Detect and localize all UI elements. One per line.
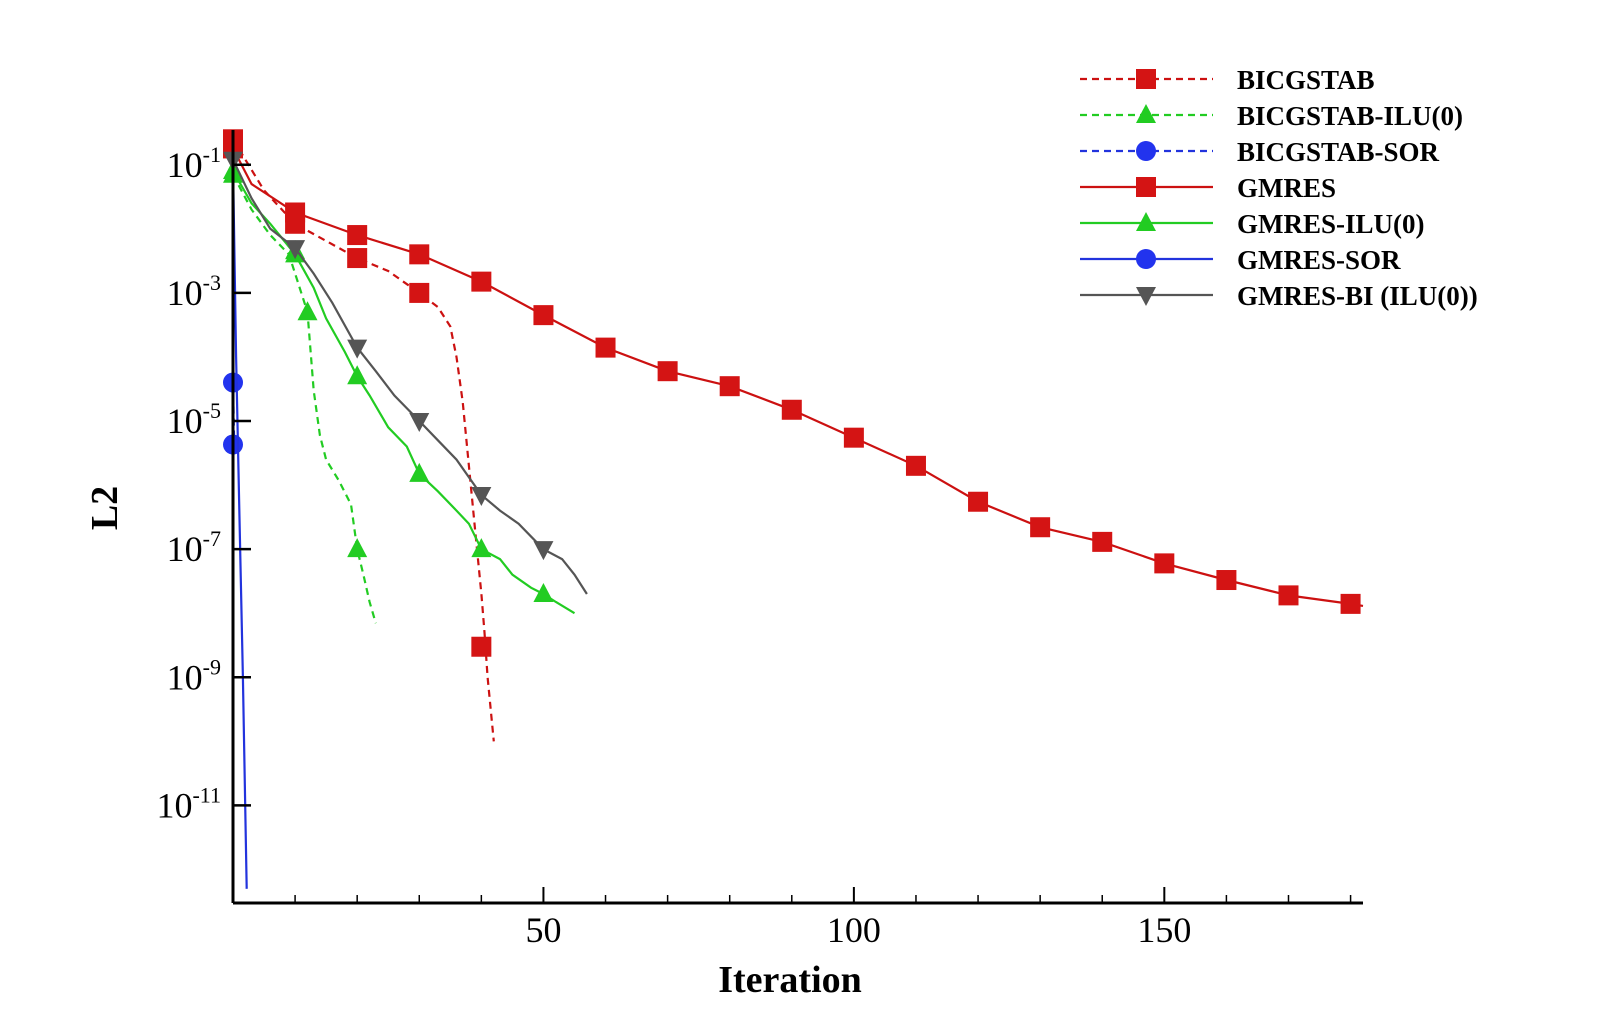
x-tick-label: 150 [1137, 910, 1191, 950]
y-tick-label: 10-1 [167, 142, 221, 185]
series-5 [231, 164, 248, 889]
y-tick-label: 10-7 [167, 526, 221, 569]
y-tick-label: 10-11 [156, 782, 221, 825]
legend-label: BICGSTAB-ILU(0) [1237, 101, 1463, 131]
series-3 [223, 138, 1364, 614]
axes-layer: 50 100 150 10-1 10-3 10-5 10-7 10-9 10-11 [156, 130, 1363, 950]
series-0 [223, 129, 495, 742]
data-point [1154, 553, 1175, 574]
y-axis-title: L2 [84, 486, 126, 530]
series-4 [223, 159, 576, 615]
series-6 [223, 151, 588, 595]
data-point [471, 271, 492, 292]
legend-item-4: GMRES-ILU(0) [1080, 209, 1425, 239]
legend-label: GMRES [1237, 173, 1336, 203]
legend-label: BICGSTAB-SOR [1237, 137, 1440, 167]
data-point [471, 636, 492, 657]
series-line-3 [232, 147, 1364, 607]
data-point [1092, 531, 1113, 552]
data-point [781, 399, 802, 420]
legend-label: BICGSTAB [1237, 65, 1375, 95]
data-point [285, 240, 306, 260]
legend-label: GMRES-BI (ILU(0)) [1237, 281, 1478, 311]
legend: BICGSTAB BICGSTAB-ILU(0) BICGSTAB-SOR GMRES… [1080, 65, 1478, 311]
data-point [1030, 517, 1051, 538]
data-point [347, 365, 368, 385]
y-tick-label: 10-5 [167, 398, 221, 441]
legend-label: GMRES-ILU(0) [1237, 209, 1425, 239]
legend-item-0: BICGSTAB [1080, 65, 1375, 95]
legend-label: GMRES-SOR [1237, 245, 1401, 275]
data-point [347, 248, 368, 269]
legend-item-3: GMRES [1080, 173, 1336, 203]
data-point [409, 413, 430, 433]
series-line-1 [232, 174, 377, 624]
data-point [347, 225, 368, 246]
data-point [409, 244, 430, 265]
series-layer [223, 129, 1364, 889]
data-point [471, 487, 492, 507]
data-point [968, 491, 989, 512]
data-point [657, 361, 678, 382]
data-point [1278, 585, 1299, 606]
data-point [533, 541, 554, 561]
x-tick-label: 50 [525, 910, 561, 950]
data-point [533, 305, 554, 326]
series-line-4 [232, 170, 576, 615]
data-point [905, 455, 926, 476]
data-point [285, 202, 306, 223]
data-point [471, 538, 492, 558]
data-point [347, 538, 368, 558]
y-tick-label: 10-3 [167, 270, 221, 313]
data-point [843, 427, 864, 448]
data-point [719, 376, 740, 397]
data-point [1340, 593, 1361, 614]
data-point [409, 462, 430, 482]
legend-marker [1136, 69, 1156, 89]
x-tick-label: 100 [827, 910, 881, 950]
legend-marker [1136, 212, 1156, 231]
data-point [297, 301, 318, 321]
x-axis-title: Iteration [718, 959, 862, 1001]
legend-item-5: GMRES-SOR [1080, 245, 1401, 275]
y-tick-label: 10-9 [167, 654, 221, 697]
legend-marker [1136, 104, 1156, 123]
data-point [533, 582, 554, 602]
legend-item-1: BICGSTAB-ILU(0) [1080, 101, 1463, 131]
legend-marker [1136, 287, 1156, 306]
legend-item-2: BICGSTAB-SOR [1080, 137, 1440, 167]
legend-marker [1136, 249, 1156, 269]
series-line-5 [231, 164, 248, 889]
data-point [595, 337, 616, 358]
data-point [409, 282, 430, 303]
legend-marker [1136, 177, 1156, 197]
data-point [1216, 570, 1237, 591]
legend-marker [1136, 141, 1156, 161]
legend-item-6: GMRES-BI (ILU(0)) [1080, 281, 1478, 311]
data-point [347, 339, 368, 359]
